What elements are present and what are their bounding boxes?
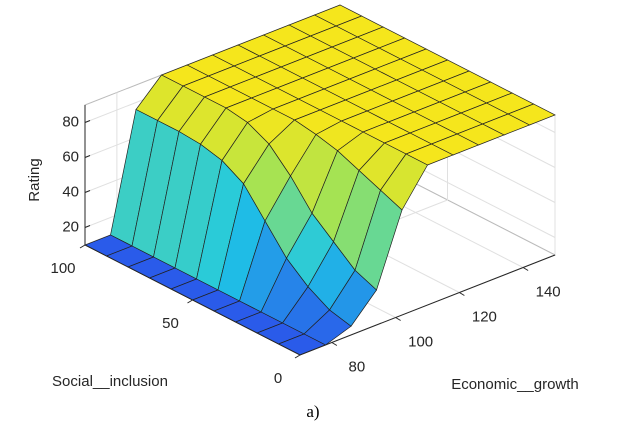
- z-tick: [84, 225, 91, 228]
- y-tick-label: 0: [274, 370, 282, 387]
- x-tick: [395, 317, 401, 321]
- z-axis-label: Rating: [26, 158, 43, 201]
- x-tick: [459, 292, 465, 296]
- z-tick-label: 20: [62, 218, 79, 235]
- y-tick: [294, 354, 301, 359]
- x-tick: [522, 267, 529, 271]
- axis-line: [84, 105, 556, 356]
- y-tick-label: 100: [50, 260, 75, 277]
- z-tick: [84, 155, 91, 158]
- caption: a): [306, 402, 319, 421]
- y-tick: [187, 299, 193, 304]
- x-tick-label: 80: [349, 358, 366, 375]
- z-tick-label: 60: [62, 148, 79, 165]
- y-tick: [79, 244, 86, 249]
- y-tick-label: 50: [162, 315, 179, 332]
- z-tick: [84, 120, 91, 123]
- x-tick-label: 100: [408, 333, 433, 350]
- x-tick-label: 120: [472, 308, 497, 325]
- y-axis-label: Social__inclusion: [52, 373, 168, 390]
- x-tick: [331, 342, 338, 346]
- x-tick-label: 140: [536, 283, 561, 300]
- x-axis-label: Economic__growth: [451, 376, 579, 393]
- z-tick-label: 40: [62, 183, 79, 200]
- z-tick: [84, 190, 91, 193]
- z-tick-label: 80: [62, 113, 79, 130]
